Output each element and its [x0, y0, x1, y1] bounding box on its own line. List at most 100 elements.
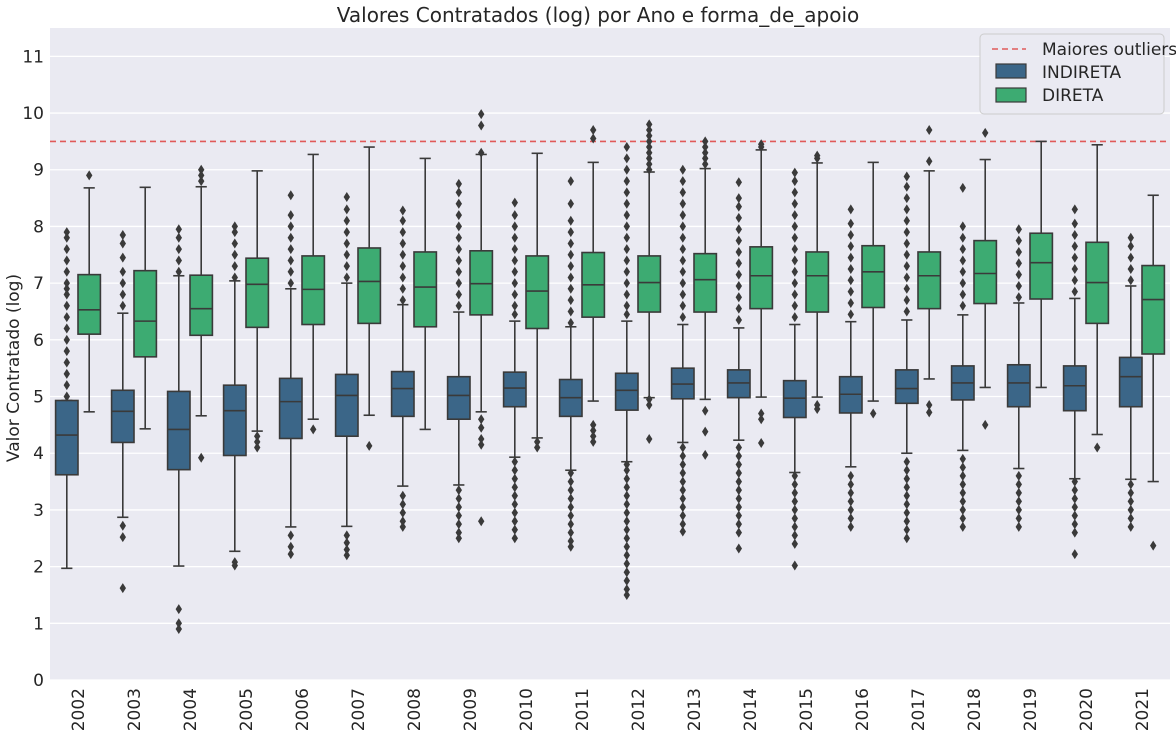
outlier-point — [478, 109, 485, 120]
outlier-point — [679, 210, 686, 221]
y-tick-label: 2 — [33, 558, 44, 578]
outlier-point — [903, 261, 910, 272]
outlier-point — [455, 278, 462, 289]
outlier-point — [870, 408, 877, 419]
outlier-point — [646, 400, 653, 411]
outlier-point — [455, 493, 462, 504]
outlier-point — [623, 176, 630, 187]
outlier-point — [1127, 513, 1134, 524]
outlier-point — [399, 261, 406, 272]
outlier-point — [119, 532, 126, 543]
outlier-point — [982, 419, 989, 430]
outlier-point — [679, 510, 686, 521]
outlier-point — [791, 221, 798, 232]
outlier-point — [791, 470, 798, 481]
outlier-point — [1127, 263, 1134, 274]
outlier-point — [343, 550, 350, 561]
outlier-point — [903, 181, 910, 192]
outlier-point — [63, 289, 70, 300]
outlier-point — [735, 493, 742, 504]
outlier-point — [287, 266, 294, 277]
outlier-point — [1071, 510, 1078, 521]
outlier-point — [623, 516, 630, 527]
outlier-point — [959, 289, 966, 300]
outlier-point — [646, 125, 653, 136]
outlier-point — [567, 227, 574, 238]
outlier-point — [455, 533, 462, 544]
outlier-point — [567, 541, 574, 552]
outlier-point — [735, 224, 742, 235]
box-direta-2019 — [1029, 140, 1054, 389]
outlier-point — [63, 312, 70, 323]
box-direta-2006 — [301, 153, 326, 435]
outlier-point — [623, 300, 630, 311]
outlier-point — [959, 462, 966, 473]
outlier-point — [623, 278, 630, 289]
outlier-point — [758, 414, 765, 425]
outlier-point — [791, 504, 798, 515]
outlier-point — [903, 306, 910, 317]
box-direta-2013 — [693, 136, 718, 460]
outlier-point — [567, 485, 574, 496]
box-indireta-2021 — [1118, 232, 1143, 532]
outlier-point — [511, 309, 518, 320]
outlier-point — [511, 278, 518, 289]
box-iqr — [782, 379, 807, 419]
outlier-point — [847, 513, 854, 524]
outlier-point — [735, 201, 742, 212]
outlier-point — [847, 309, 854, 320]
outlier-point — [1015, 521, 1022, 532]
outlier-point — [590, 436, 597, 447]
outlier-point — [511, 232, 518, 243]
outlier-point — [903, 490, 910, 501]
outlier-point — [735, 485, 742, 496]
outlier-point — [343, 227, 350, 238]
outlier-point — [1071, 241, 1078, 252]
outlier-point — [343, 238, 350, 249]
box-indireta-2015 — [782, 167, 807, 571]
outlier-point — [63, 227, 70, 238]
outlier-point — [735, 468, 742, 479]
outlier-point — [847, 275, 854, 286]
outlier-point — [1071, 549, 1078, 560]
box-iqr — [1062, 365, 1087, 412]
outlier-point — [679, 266, 686, 277]
outlier-point — [534, 436, 541, 447]
outlier-point — [959, 300, 966, 311]
x-tick-label: 2021 — [1133, 688, 1153, 731]
outlier-point — [1015, 235, 1022, 246]
box-iqr — [301, 255, 326, 326]
outlier-point — [399, 521, 406, 532]
outlier-point — [287, 255, 294, 266]
x-tick-label: 2009 — [461, 688, 481, 731]
outlier-point — [959, 453, 966, 464]
box-direta-2012 — [637, 119, 662, 445]
outlier-point — [175, 618, 182, 629]
outlier-point — [791, 496, 798, 507]
box-iqr — [245, 257, 270, 329]
outlier-point — [735, 292, 742, 303]
box-iqr — [1029, 232, 1054, 300]
outlier-point — [847, 504, 854, 515]
outlier-point — [63, 283, 70, 294]
outlier-point — [478, 434, 485, 445]
legend-swatch-series-1 — [995, 63, 1027, 79]
outlier-point — [343, 215, 350, 226]
outlier-point — [791, 530, 798, 541]
outlier-point — [623, 499, 630, 510]
outlier-point — [511, 490, 518, 501]
outlier-point — [1071, 204, 1078, 215]
outlier-point — [623, 584, 630, 595]
outlier-point — [735, 502, 742, 513]
box-iqr — [502, 371, 527, 408]
outlier-point — [1127, 241, 1134, 252]
outlier-point — [1150, 540, 1157, 551]
box-iqr — [726, 369, 751, 399]
outlier-point — [63, 232, 70, 243]
outlier-point — [511, 507, 518, 518]
outlier-point — [511, 456, 518, 467]
outlier-point — [455, 198, 462, 209]
box-indireta-2020 — [1062, 204, 1087, 560]
outlier-point — [623, 482, 630, 493]
